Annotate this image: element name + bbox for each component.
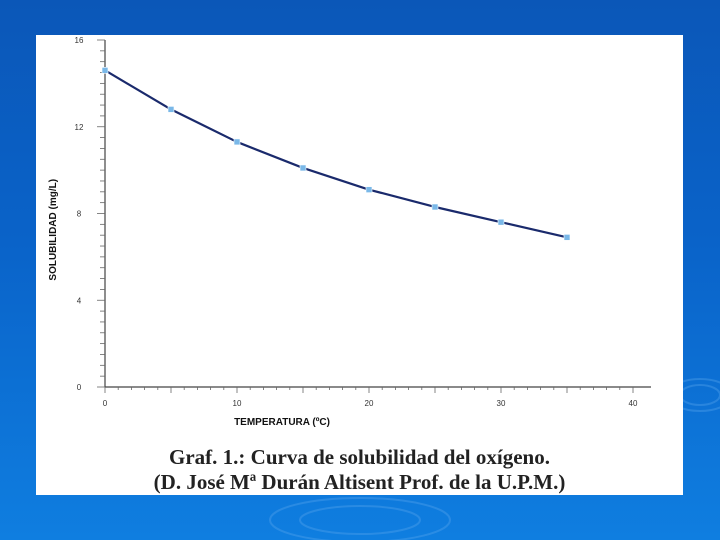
x-tick-label: 30 — [497, 399, 506, 408]
data-point — [233, 138, 241, 146]
data-point — [431, 203, 439, 211]
chart-caption-title: Graf. 1.: Curva de solubilidad del oxíge… — [169, 445, 550, 469]
data-point — [299, 164, 307, 172]
y-tick-label: 8 — [77, 210, 82, 219]
y-tick-label: 12 — [75, 123, 84, 132]
chart-card: 0 4 8 12 16 0 10 20 30 40 TEMPERATURA (ºC) SOLUBI… — [36, 35, 683, 495]
x-tick-label: 10 — [233, 399, 242, 408]
x-tick-label: 20 — [365, 399, 374, 408]
chart-ticks: 0 4 8 12 16 0 10 20 30 40 — [75, 36, 638, 408]
data-point — [365, 186, 373, 193]
y-axis-title: SOLUBILIDAD (mg/L) — [48, 179, 59, 281]
chart-axes — [104, 40, 651, 388]
data-point — [167, 106, 175, 113]
y-tick-label: 4 — [77, 296, 82, 305]
x-axis-title: TEMPERATURA (ºC) — [234, 417, 330, 428]
solubility-chart: 0 4 8 12 16 0 10 20 30 40 TEMPERATURA (ºC) SOLUBI… — [48, 36, 651, 428]
data-point — [497, 218, 505, 226]
chart-series — [101, 67, 571, 241]
data-point — [563, 234, 571, 241]
data-point — [101, 67, 109, 74]
y-tick-label: 16 — [75, 36, 84, 45]
series-line — [104, 69, 568, 239]
x-tick-label: 40 — [629, 399, 638, 408]
y-tick-label: 0 — [77, 383, 82, 392]
chart-caption-credit: (D. José Mª Durán Altisent Prof. de la U… — [153, 470, 566, 494]
x-tick-label: 0 — [103, 399, 108, 408]
